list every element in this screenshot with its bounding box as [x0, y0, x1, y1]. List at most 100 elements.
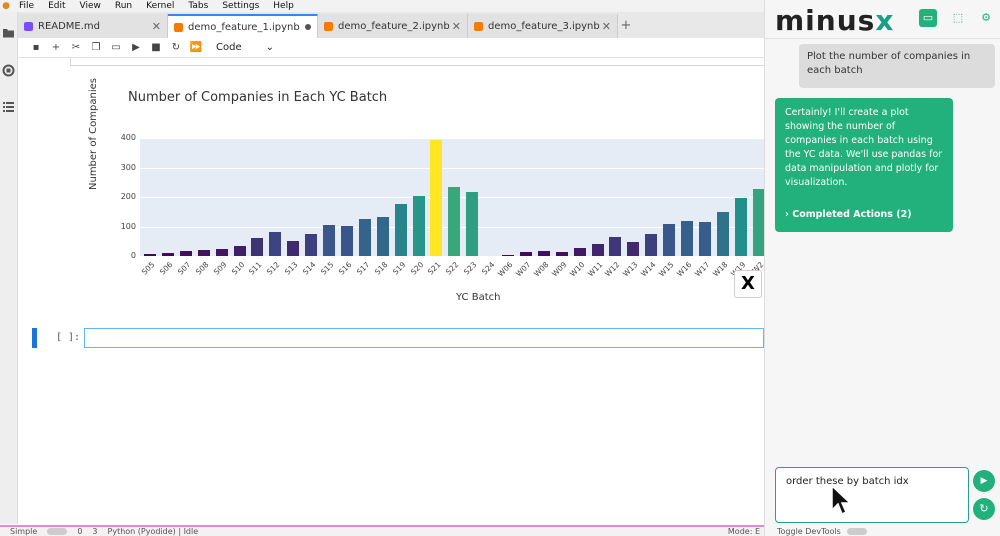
- tab-bar: README.md ✕ demo_feature_1.ipynb demo_fe…: [18, 12, 764, 38]
- bar-s23[interactable]: [466, 191, 479, 256]
- completed-actions-toggle[interactable]: › Completed Actions (2): [785, 208, 912, 222]
- left-sidebar: [0, 12, 18, 524]
- menu-view[interactable]: View: [79, 1, 101, 11]
- bar-w17[interactable]: [698, 222, 711, 256]
- bar-w13[interactable]: [627, 241, 640, 256]
- cut-icon[interactable]: ✂: [71, 42, 81, 53]
- unsaved-dot-icon[interactable]: [305, 24, 311, 30]
- bar-s18[interactable]: [376, 217, 389, 256]
- bar-s08[interactable]: [197, 250, 210, 256]
- bar-w11[interactable]: [591, 243, 604, 256]
- x-tick-label: W06: [496, 260, 515, 279]
- bar-s14[interactable]: [305, 233, 318, 256]
- bar-s20[interactable]: [412, 195, 425, 256]
- cell-prompt: [ ]:: [56, 332, 81, 343]
- bar-s17[interactable]: [358, 219, 371, 256]
- active-cell-indicator: [32, 328, 37, 348]
- tab-demo-feature-1[interactable]: demo_feature_1.ipynb: [168, 14, 318, 38]
- tab-label: README.md: [38, 20, 101, 32]
- tab-readme[interactable]: README.md ✕: [18, 14, 168, 38]
- chat-input[interactable]: order these by batch idx: [775, 467, 969, 523]
- tab-demo-feature-3[interactable]: demo_feature_3.ipynb ✕: [468, 14, 618, 38]
- close-overlay-button[interactable]: X: [734, 270, 762, 298]
- simple-mode-label: Simple: [10, 527, 38, 536]
- copy-icon[interactable]: ❐: [91, 42, 101, 53]
- x-tick-label: S05: [139, 260, 157, 277]
- new-tab-plus-icon[interactable]: +: [620, 18, 632, 33]
- notebook-toolbar: ▪ + ✂ ❐ ▭ ▶ ■ ↻ ⏩ Code ⌄: [18, 38, 764, 58]
- kernel-status[interactable]: Python (Pyodide) | Idle: [107, 527, 199, 536]
- cell-type-select[interactable]: Code ⌄: [216, 42, 274, 53]
- close-icon[interactable]: ✕: [601, 19, 611, 33]
- bar-s16[interactable]: [340, 225, 353, 256]
- bar-w15[interactable]: [663, 224, 676, 256]
- folder-icon[interactable]: [2, 26, 15, 39]
- bar-s22[interactable]: [448, 186, 461, 256]
- mouse-pointer-icon: [831, 484, 852, 516]
- bar-s15[interactable]: [323, 225, 335, 256]
- menu-file[interactable]: File: [19, 1, 35, 11]
- menu-help[interactable]: Help: [273, 1, 294, 11]
- assistant-message: Certainly! I'll create a plot showing th…: [775, 98, 953, 232]
- bar-w10[interactable]: [573, 247, 586, 256]
- bar-w18[interactable]: [716, 212, 729, 256]
- menu-run[interactable]: Run: [114, 1, 133, 11]
- bar-w09[interactable]: [555, 251, 568, 256]
- y-tick-label: 200: [120, 192, 136, 201]
- devtools-toggle-switch[interactable]: [847, 528, 868, 535]
- menu-tabs[interactable]: Tabs: [188, 1, 209, 11]
- bar-s10[interactable]: [233, 245, 246, 256]
- menu-edit[interactable]: Edit: [48, 1, 66, 11]
- gridline: [140, 167, 764, 169]
- add-cell-icon[interactable]: +: [51, 42, 61, 53]
- bar-s07[interactable]: [179, 251, 192, 256]
- toc-icon[interactable]: [2, 100, 15, 113]
- notebook-icon: [324, 21, 333, 31]
- menu-settings[interactable]: Settings: [222, 1, 260, 11]
- bar-w19[interactable]: [734, 198, 747, 256]
- y-tick-label: 100: [120, 221, 136, 231]
- paste-icon[interactable]: ▭: [111, 42, 121, 53]
- save-icon[interactable]: ▪: [32, 42, 40, 53]
- notebook-icon: [174, 22, 183, 32]
- bar-w08[interactable]: [537, 250, 550, 256]
- simple-mode-toggle[interactable]: [47, 528, 68, 535]
- bar-w2[interactable]: [752, 188, 765, 256]
- bar-s06[interactable]: [161, 253, 174, 256]
- run-all-icon[interactable]: ⏩: [189, 42, 203, 53]
- user-message: Plot the number of companies in each bat…: [799, 44, 995, 88]
- close-icon[interactable]: ✕: [451, 19, 461, 33]
- mode-label: Mode: E: [727, 527, 760, 536]
- brand-left: minus: [775, 4, 876, 37]
- bar-w12[interactable]: [609, 236, 622, 256]
- bar-s11[interactable]: [251, 238, 264, 256]
- select-area-icon[interactable]: ⬚: [952, 11, 964, 24]
- devtools-label: Toggle DevTools: [777, 527, 841, 536]
- send-icon[interactable]: ▶: [973, 470, 995, 492]
- bar-s12[interactable]: [269, 231, 282, 256]
- menu-kernel[interactable]: Kernel: [146, 1, 175, 11]
- plot-area: [140, 138, 765, 257]
- stop-icon[interactable]: ■: [151, 42, 161, 53]
- bar-w14[interactable]: [645, 233, 658, 256]
- tab-label: demo_feature_1.ipynb: [188, 21, 300, 33]
- bar-s05[interactable]: [144, 253, 156, 256]
- close-icon[interactable]: ✕: [151, 19, 161, 33]
- bar-w06[interactable]: [502, 254, 514, 256]
- tab-demo-feature-2[interactable]: demo_feature_2.ipynb ✕: [318, 14, 468, 38]
- gridline: [140, 138, 764, 139]
- run-icon[interactable]: ▶: [132, 42, 140, 53]
- restart-icon[interactable]: ↻: [171, 42, 181, 53]
- bar-s09[interactable]: [215, 248, 228, 256]
- bar-s21[interactable]: [430, 140, 443, 256]
- refresh-icon[interactable]: ↻: [973, 498, 995, 520]
- code-cell-input[interactable]: [84, 328, 764, 348]
- bar-s13[interactable]: [287, 241, 300, 256]
- bar-w16[interactable]: [681, 220, 693, 256]
- chat-icon[interactable]: ▭: [919, 9, 937, 27]
- bar-w07[interactable]: [519, 252, 532, 256]
- running-icon[interactable]: [2, 64, 15, 77]
- toggle-devtools[interactable]: Toggle DevTools: [777, 527, 868, 536]
- bar-s19[interactable]: [394, 204, 407, 256]
- settings-gear-icon[interactable]: ⚙: [981, 11, 991, 24]
